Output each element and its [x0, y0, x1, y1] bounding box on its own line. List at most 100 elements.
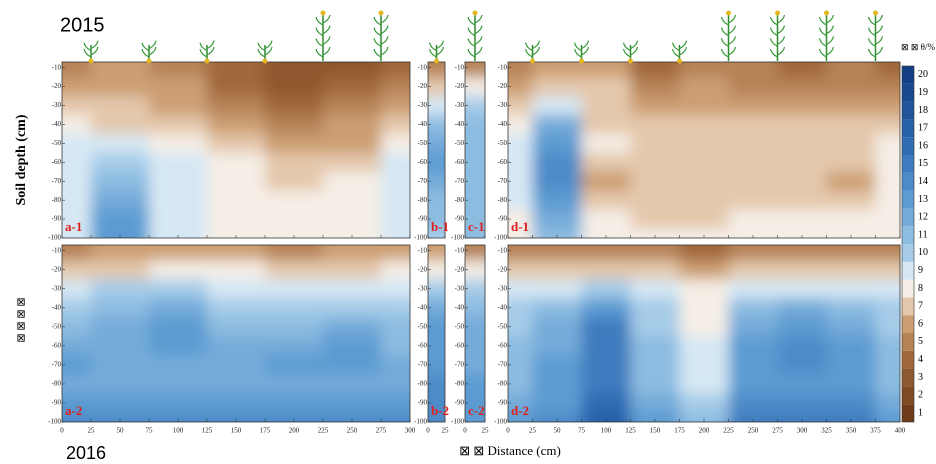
x-tick-label: 0 [506, 427, 510, 435]
colorbar-swatch [902, 137, 914, 155]
moisture-cell [323, 134, 382, 154]
moisture-cell [207, 115, 266, 135]
y-tick-label: -70 [418, 177, 428, 185]
colorbar-swatch [902, 404, 914, 422]
y-tick-label: -100 [494, 418, 507, 426]
moisture-cell [91, 279, 150, 299]
colorbar-tick-label: 4 [918, 354, 923, 365]
moisture-cell [207, 153, 266, 173]
moisture-cell [827, 96, 877, 116]
moisture-cell [827, 374, 877, 394]
panel-label: a-2 [65, 403, 82, 418]
x-tick-label: 150 [231, 427, 242, 435]
y-tick-label: -50 [52, 139, 62, 147]
moisture-cell [533, 317, 583, 337]
moisture-cell [680, 115, 730, 135]
moisture-cell [729, 134, 779, 154]
moisture-cell [533, 77, 583, 97]
moisture-cell [207, 29, 266, 78]
y-tick-label: -70 [52, 361, 62, 369]
moisture-cell [265, 393, 324, 413]
moisture-cell [91, 336, 150, 356]
y-tick-label: -60 [52, 341, 62, 349]
moisture-cell [778, 172, 828, 192]
y-tick-label: -50 [455, 139, 465, 147]
moisture-cell [207, 172, 266, 192]
colorbar-tick-label: 5 [918, 336, 923, 347]
moisture-cell [91, 115, 150, 135]
colorbar-tick-label: 6 [918, 318, 923, 329]
moisture-cell [323, 279, 382, 299]
moisture-cell [439, 279, 534, 299]
moisture-cell [729, 77, 779, 97]
y-tick-label: -70 [498, 361, 508, 369]
moisture-cell [439, 191, 534, 211]
y-tick-label: -80 [455, 380, 465, 388]
colorbar-swatch [902, 155, 914, 173]
moisture-cell [827, 172, 877, 192]
moisture-cell [149, 96, 208, 116]
figure: 2015 2016 Soil depth (cm) ⊠ ⊠ ⊠ ⊠ ⊠ ⊠ Di… [0, 0, 936, 464]
y-tick-label: -40 [498, 303, 508, 311]
moisture-cell [680, 210, 730, 230]
plant-icon [316, 11, 330, 62]
moisture-cell [149, 260, 208, 280]
moisture-cell [323, 393, 382, 413]
y-tick-label: -60 [418, 341, 428, 349]
panel-label: d-2 [511, 403, 529, 418]
y-tick-label: -90 [498, 215, 508, 223]
moisture-cell [729, 115, 779, 135]
y-tick-label: -10 [455, 246, 465, 254]
y-tick-label: -50 [418, 139, 428, 147]
moisture-cell [631, 298, 681, 318]
y-tick-label: -30 [498, 101, 508, 109]
moisture-cell [0, 336, 92, 356]
plant-icon [722, 11, 736, 62]
moisture-cell [680, 260, 730, 280]
moisture-cell [265, 153, 324, 173]
colorbar-tick-label: 9 [918, 265, 923, 276]
moisture-cell [149, 317, 208, 337]
plant-icon [430, 41, 444, 64]
moisture-cell [631, 115, 681, 135]
colorbar-swatch [902, 102, 914, 120]
colorbar-swatch [902, 351, 914, 369]
moisture-cell [582, 260, 632, 280]
moisture-cell [439, 317, 534, 337]
moisture-cell [729, 153, 779, 173]
contour-field [439, 212, 936, 462]
contour-cells [439, 212, 936, 462]
y-tick-label: -80 [52, 196, 62, 204]
moisture-cell [680, 77, 730, 97]
y-tick-label: -90 [455, 215, 465, 223]
moisture-cell [149, 77, 208, 97]
moisture-cell [265, 355, 324, 375]
moisture-cell [533, 96, 583, 116]
moisture-cell [533, 115, 583, 135]
moisture-cell [631, 374, 681, 394]
moisture-cell [631, 77, 681, 97]
moisture-cell [91, 393, 150, 413]
moisture-cell [207, 355, 266, 375]
moisture-cell [582, 412, 632, 462]
moisture-cell [680, 191, 730, 211]
plant-icon [869, 11, 883, 62]
moisture-cell [207, 317, 266, 337]
moisture-cell [533, 210, 583, 230]
y-tick-label: -60 [52, 158, 62, 166]
moisture-cell [533, 29, 583, 78]
moisture-cell [439, 153, 534, 173]
moisture-cell [631, 412, 681, 462]
x-tick-label: 100 [601, 427, 612, 435]
moisture-cell [207, 374, 266, 394]
moisture-cell [323, 172, 382, 192]
moisture-cell [149, 172, 208, 192]
moisture-cell [265, 77, 324, 97]
panel: -10-20-30-40-50-60-70-80-90-100025507510… [439, 212, 936, 462]
panel-label: b-2 [431, 403, 449, 418]
x-tick-label: 250 [748, 427, 759, 435]
colorbar-tick-label: 7 [918, 301, 923, 312]
moisture-cell [323, 336, 382, 356]
moisture-cell [207, 336, 266, 356]
y-tick-label: -90 [498, 399, 508, 407]
